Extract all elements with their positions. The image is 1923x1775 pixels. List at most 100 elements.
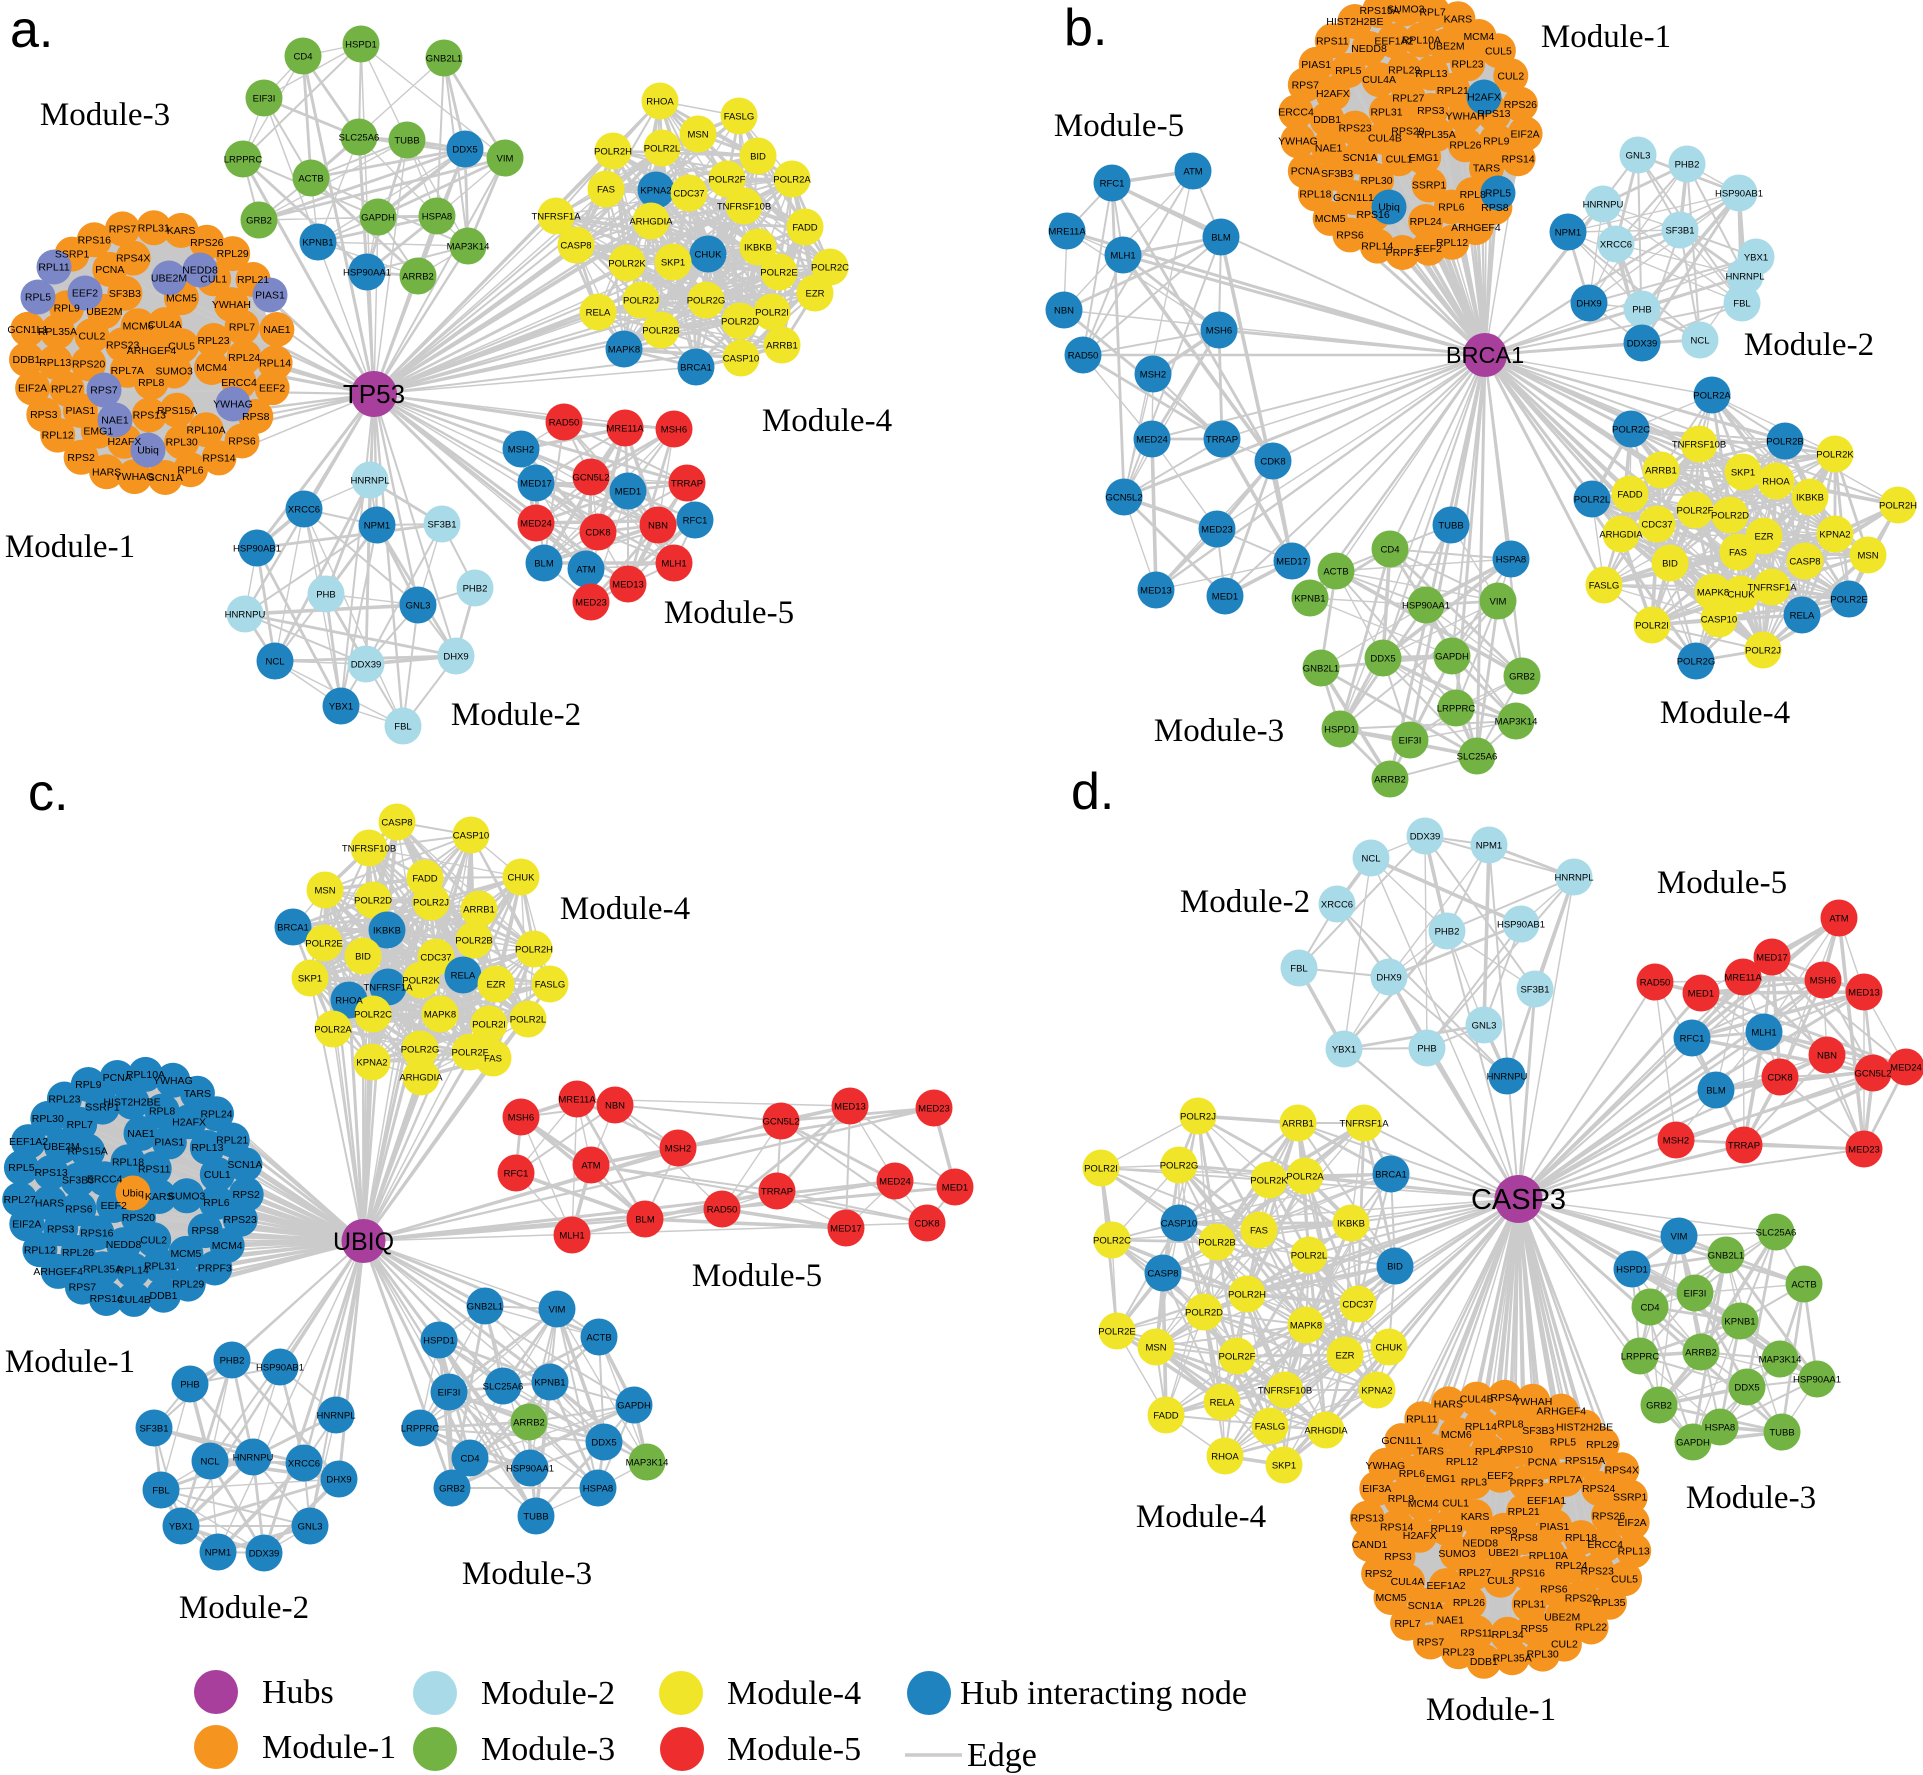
svg-text:POLR2H: POLR2H (1228, 1289, 1266, 1300)
svg-text:PHB2: PHB2 (1675, 159, 1700, 170)
svg-text:XRCC6: XRCC6 (288, 504, 320, 515)
svg-text:RPL21: RPL21 (237, 274, 269, 286)
svg-text:SF3B3: SF3B3 (1522, 1425, 1554, 1437)
svg-text:MCM5: MCM5 (1376, 1592, 1407, 1604)
svg-text:MCM4: MCM4 (196, 362, 227, 374)
svg-text:HSPA8: HSPA8 (583, 1483, 613, 1494)
svg-text:RPL23: RPL23 (197, 335, 229, 347)
svg-text:SLC25A6: SLC25A6 (1756, 1227, 1797, 1238)
svg-text:MSN: MSN (1145, 1342, 1166, 1353)
svg-text:ARRB2: ARRB2 (1685, 1347, 1717, 1358)
svg-text:RPS15A: RPS15A (157, 405, 197, 417)
svg-text:RFC1: RFC1 (1100, 178, 1125, 189)
svg-text:RPS6: RPS6 (1336, 230, 1364, 242)
svg-text:PHB: PHB (316, 589, 336, 600)
svg-text:MLH1: MLH1 (559, 1230, 584, 1241)
svg-text:MED23: MED23 (1848, 1144, 1880, 1155)
svg-text:RELA: RELA (1790, 610, 1815, 621)
svg-text:RPL9: RPL9 (1483, 136, 1509, 148)
svg-text:EEF1A2: EEF1A2 (1427, 1580, 1466, 1592)
svg-text:IKBKB: IKBKB (1796, 492, 1824, 503)
svg-text:EEF1A1: EEF1A1 (1527, 1495, 1566, 1507)
svg-text:FAS: FAS (484, 1053, 502, 1064)
svg-text:RPL13: RPL13 (1415, 68, 1447, 80)
svg-text:RPS26: RPS26 (190, 237, 223, 249)
svg-text:RPL8: RPL8 (1497, 1418, 1523, 1430)
svg-text:Module-2: Module-2 (451, 697, 581, 733)
svg-text:RPL35: RPL35 (1593, 1597, 1625, 1609)
svg-text:EIF2A: EIF2A (18, 383, 47, 395)
svg-text:SLC25A6: SLC25A6 (339, 132, 380, 143)
svg-text:GCN1L1: GCN1L1 (1333, 192, 1374, 204)
svg-text:RPS8: RPS8 (1481, 202, 1509, 214)
svg-text:POLR2D: POLR2D (1185, 1307, 1223, 1318)
svg-text:Module-1: Module-1 (1541, 19, 1671, 55)
svg-text:MSN: MSN (687, 129, 708, 140)
svg-text:RAD50: RAD50 (1640, 977, 1671, 988)
svg-text:GNL3: GNL3 (298, 1521, 323, 1532)
svg-text:POLR2B: POLR2B (642, 325, 680, 336)
svg-text:EIF3I: EIF3I (1684, 1288, 1707, 1299)
svg-text:UBE2M: UBE2M (1428, 40, 1464, 52)
svg-text:ARHGDIA: ARHGDIA (1304, 1425, 1348, 1436)
svg-text:YBX1: YBX1 (169, 1521, 193, 1532)
svg-text:RPL7A: RPL7A (1549, 1474, 1582, 1486)
svg-text:POLR2K: POLR2K (1816, 449, 1854, 460)
svg-text:RPL35A: RPL35A (1493, 1652, 1532, 1664)
svg-text:MRE11A: MRE11A (1048, 226, 1086, 237)
svg-text:POLR2I: POLR2I (1084, 1163, 1118, 1174)
svg-text:RPL35A: RPL35A (38, 326, 77, 338)
svg-text:HSP90AB1: HSP90AB1 (1715, 188, 1763, 199)
svg-text:ATM: ATM (581, 1160, 600, 1171)
svg-text:CUL2: CUL2 (1551, 1639, 1578, 1651)
svg-text:CASP8: CASP8 (1789, 556, 1820, 567)
svg-text:CAND1: CAND1 (1352, 1539, 1388, 1551)
svg-text:EIF3I: EIF3I (438, 1387, 461, 1398)
svg-text:HSPA8: HSPA8 (1705, 1422, 1735, 1433)
svg-text:UBIQ: UBIQ (333, 1228, 394, 1256)
svg-text:PIAS1: PIAS1 (66, 405, 96, 417)
svg-text:KPNA2: KPNA2 (1361, 1385, 1392, 1396)
svg-text:Module-5: Module-5 (727, 1731, 861, 1768)
svg-text:MAPK8: MAPK8 (1290, 1320, 1322, 1331)
svg-text:MSH6: MSH6 (661, 424, 687, 435)
svg-text:XRCC6: XRCC6 (1600, 239, 1632, 250)
svg-text:CD4: CD4 (1380, 544, 1399, 555)
svg-text:RPL10A: RPL10A (126, 1069, 165, 1081)
svg-text:RPL6: RPL6 (1399, 1468, 1425, 1480)
svg-text:H2AFX: H2AFX (1316, 88, 1350, 100)
svg-text:RPL27: RPL27 (1459, 1567, 1491, 1579)
svg-text:Hub interacting node: Hub interacting node (960, 1675, 1247, 1712)
svg-text:POLR2C: POLR2C (1093, 1235, 1131, 1246)
svg-text:GRB2: GRB2 (246, 215, 272, 226)
svg-text:MRE11A: MRE11A (558, 1094, 596, 1105)
svg-text:POLR2E: POLR2E (1098, 1326, 1136, 1337)
svg-text:POLR2A: POLR2A (314, 1024, 352, 1035)
svg-text:Module-3: Module-3 (1154, 713, 1284, 749)
svg-text:KPNA2: KPNA2 (356, 1057, 387, 1068)
svg-text:Module-1: Module-1 (1426, 1692, 1556, 1728)
svg-text:POLR2B: POLR2B (1198, 1237, 1236, 1248)
svg-text:Module-3: Module-3 (481, 1731, 615, 1768)
svg-text:RAD50: RAD50 (549, 417, 580, 428)
svg-text:POLR2D: POLR2D (1711, 510, 1749, 521)
svg-text:NPM1: NPM1 (364, 520, 390, 531)
svg-text:RPL7: RPL7 (229, 322, 255, 334)
svg-text:GRB2: GRB2 (439, 1483, 465, 1494)
svg-text:MED1: MED1 (1688, 988, 1714, 999)
svg-text:YWHAG: YWHAG (115, 471, 155, 483)
svg-text:MSH6: MSH6 (508, 1112, 534, 1123)
svg-text:VIM: VIM (1671, 1231, 1688, 1242)
svg-text:GNL3: GNL3 (1626, 150, 1651, 161)
svg-text:TRRAP: TRRAP (1206, 434, 1238, 445)
svg-text:HSP90AA1: HSP90AA1 (1402, 600, 1450, 611)
svg-text:GNL3: GNL3 (1472, 1020, 1497, 1031)
svg-text:RPL6: RPL6 (1438, 202, 1464, 214)
svg-text:PCNA: PCNA (1291, 166, 1320, 178)
svg-text:UBE2I: UBE2I (1488, 1547, 1518, 1559)
svg-text:EIF3A: EIF3A (1362, 1483, 1391, 1495)
svg-text:BRCA1: BRCA1 (680, 362, 712, 373)
svg-text:ARRB1: ARRB1 (1282, 1118, 1314, 1129)
svg-text:RPS16: RPS16 (78, 234, 111, 246)
svg-text:RPL34: RPL34 (1492, 1629, 1524, 1641)
